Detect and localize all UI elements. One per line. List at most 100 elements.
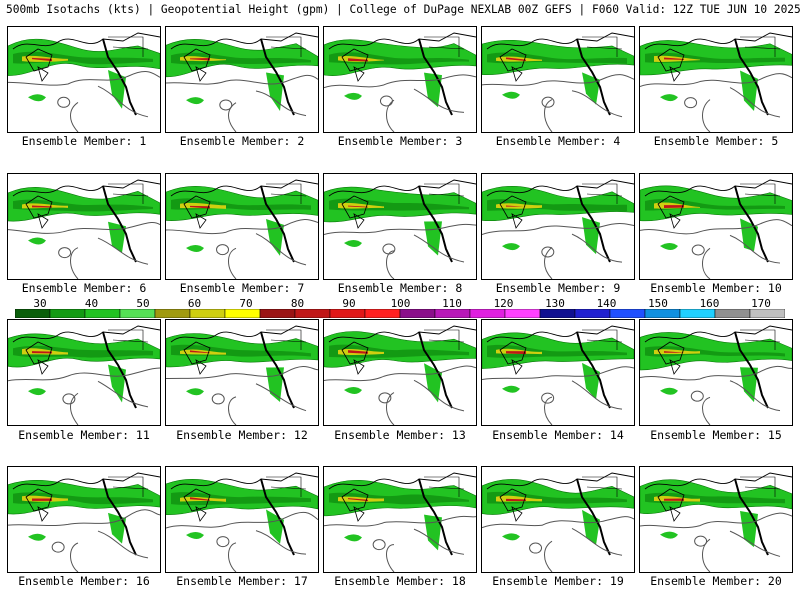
jet-swath <box>482 40 634 75</box>
colorbar-tick-label: 90 <box>342 297 356 310</box>
height-contour <box>386 379 465 425</box>
jet-peak <box>664 57 684 60</box>
jet-peak <box>32 57 52 62</box>
borders <box>582 183 623 204</box>
jet-max <box>496 203 542 209</box>
height-contour <box>166 511 318 529</box>
jet-swath <box>482 479 634 515</box>
borders <box>740 183 781 204</box>
jet-peak <box>348 205 368 208</box>
jet-secondary <box>108 69 126 109</box>
height-contour <box>8 367 160 382</box>
jet-peak <box>664 351 684 353</box>
ensemble-member-map <box>639 26 793 133</box>
isotach-patch <box>344 92 362 100</box>
borders <box>582 329 623 350</box>
colorbar-segment <box>15 309 51 318</box>
colorbar-segment <box>609 309 646 318</box>
colorbar-tick-label: 60 <box>187 297 202 310</box>
height-contour-closed <box>541 96 555 108</box>
colorbar-segment <box>679 309 716 318</box>
islands <box>499 195 527 229</box>
isotach-patch <box>186 97 204 105</box>
ensemble-member-map <box>481 26 635 133</box>
colorbar-tick-label: 120 <box>493 297 514 310</box>
jet-secondary <box>740 367 758 403</box>
jet-secondary <box>740 70 758 111</box>
ensemble-member-label: Ensemble Member: 14 <box>492 428 624 442</box>
isotach-patch <box>660 531 678 539</box>
isotach-patch <box>660 387 678 395</box>
colorbar-labels: 30 40 50 60 70 80 90 100 110 120 130 140 150 160 170 <box>0 297 800 310</box>
colorbar-segment <box>329 309 366 318</box>
height-contour <box>8 71 160 86</box>
jet-secondary <box>582 217 600 255</box>
coastline <box>418 185 453 263</box>
jet-secondary <box>582 509 600 546</box>
isotach-patch <box>28 94 46 102</box>
height-contour <box>8 509 160 527</box>
height-contour-closed <box>378 392 392 404</box>
isotach-patch <box>28 533 46 541</box>
colorbar-segment <box>294 309 331 318</box>
height-contour <box>544 233 623 279</box>
borders <box>108 183 149 204</box>
colorbar-segment <box>574 309 611 318</box>
coastline <box>418 331 453 409</box>
jet-secondary <box>266 72 284 111</box>
islands <box>183 48 211 82</box>
jet-secondary <box>108 512 126 544</box>
colorbar-segment <box>49 309 86 318</box>
jet-secondary <box>424 221 442 256</box>
colorbar-segment <box>504 309 541 318</box>
height-contour <box>386 88 465 132</box>
coastline <box>102 38 137 116</box>
jet-core <box>13 199 153 212</box>
ensemble-member-map <box>7 466 161 573</box>
height-contour <box>386 528 465 572</box>
height-contour-closed <box>541 392 555 404</box>
height-contour-closed <box>372 539 386 551</box>
colorbar-tick-label: 110 <box>442 297 462 310</box>
jet-peak <box>190 205 210 209</box>
islands <box>499 488 527 522</box>
isotach-patch <box>186 388 204 396</box>
height-contour <box>544 380 623 425</box>
islands <box>341 488 369 522</box>
ensemble-member-label: Ensemble Member: 4 <box>495 134 621 148</box>
height-contour-closed <box>529 542 543 554</box>
jet-peak <box>348 498 368 502</box>
borders <box>582 476 623 497</box>
height-contour <box>324 365 476 382</box>
colorbar-segment <box>259 309 296 318</box>
jet-secondary <box>740 218 758 252</box>
height-contour <box>386 234 465 279</box>
height-contour <box>702 87 781 132</box>
islands <box>499 341 527 375</box>
ensemble-member-map <box>639 466 793 573</box>
height-contour <box>228 383 307 425</box>
ensemble-member-label: Ensemble Member: 7 <box>179 281 305 295</box>
coastline <box>576 331 611 409</box>
islands <box>25 488 53 522</box>
jet-peak <box>32 498 52 501</box>
ensemble-member-map <box>639 319 793 426</box>
height-contour <box>70 530 149 572</box>
height-contour <box>324 223 476 235</box>
colorbar-segment <box>119 309 156 318</box>
ensemble-member-map <box>481 466 635 573</box>
height-contour <box>640 73 792 87</box>
jet-peak <box>664 498 684 501</box>
jet-swath <box>324 39 476 76</box>
height-contour-closed <box>684 97 698 109</box>
colorbar-segment <box>539 309 576 318</box>
borders <box>740 36 781 57</box>
borders <box>266 183 307 204</box>
coastline <box>734 331 769 409</box>
ensemble-member-label: Ensemble Member: 19 <box>492 574 624 588</box>
colorbar-segment <box>749 309 785 318</box>
ensemble-member-map <box>481 319 635 426</box>
colorbar-tick-label: 50 <box>136 297 150 310</box>
borders <box>108 476 149 497</box>
jet-swath <box>166 186 318 221</box>
